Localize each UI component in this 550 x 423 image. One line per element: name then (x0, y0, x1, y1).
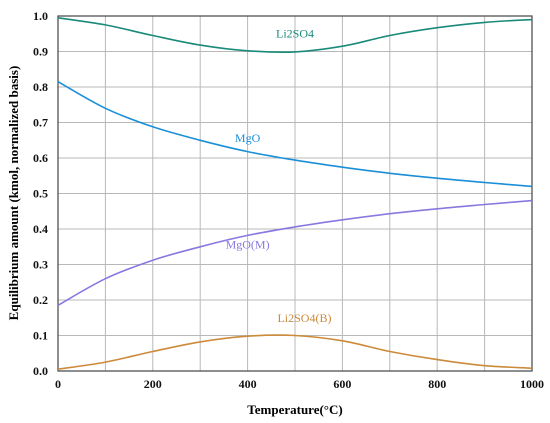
x-tick-label: 1000 (520, 377, 544, 391)
series-labels: Li2SO4 MgO MgO(M) Li2SO4(B) (226, 26, 332, 325)
x-tick-label: 200 (144, 377, 162, 391)
x-tick-label: 400 (239, 377, 257, 391)
series-group (57, 17, 533, 370)
series-label-0: Li2SO4 (276, 26, 314, 40)
y-tick-label: 0.0 (33, 364, 48, 378)
series-label-3: Li2SO4(B) (277, 311, 331, 325)
y-tick-label: 0.5 (33, 187, 48, 201)
series-line-2 (57, 199, 533, 306)
y-tick-label: 0.9 (33, 45, 48, 59)
y-tick-label: 0.3 (33, 258, 48, 272)
y-axis-title: Equilibrium amount (kmol, normalized bas… (6, 66, 21, 321)
plot-frame (57, 15, 533, 372)
series-line-3 (57, 334, 533, 370)
x-axis-title: Temperature(°C) (247, 402, 342, 417)
x-tick-label: 800 (428, 377, 446, 391)
y-tick-labels: 0.0 0.1 0.2 0.3 0.4 0.5 0.6 0.7 0.8 0.9 1.0 (33, 9, 48, 378)
x-tick-labels: 0 200 400 600 800 1000 (55, 377, 544, 391)
y-tick-label: 0.2 (33, 293, 48, 307)
series-line-1 (57, 81, 533, 188)
y-tick-label: 0.1 (33, 329, 48, 343)
y-tick-label: 1.0 (33, 9, 48, 23)
grid (58, 16, 532, 371)
y-tick-label: 0.8 (33, 80, 48, 94)
y-tick-label: 0.6 (33, 151, 48, 165)
series-line-0 (57, 17, 533, 53)
y-tick-label: 0.7 (33, 116, 48, 130)
series-label-2: MgO(M) (226, 238, 270, 252)
y-tick-label: 0.4 (33, 222, 48, 236)
x-tick-label: 0 (55, 377, 61, 391)
x-tick-label: 600 (333, 377, 351, 391)
series-label-1: MgO (235, 131, 261, 145)
